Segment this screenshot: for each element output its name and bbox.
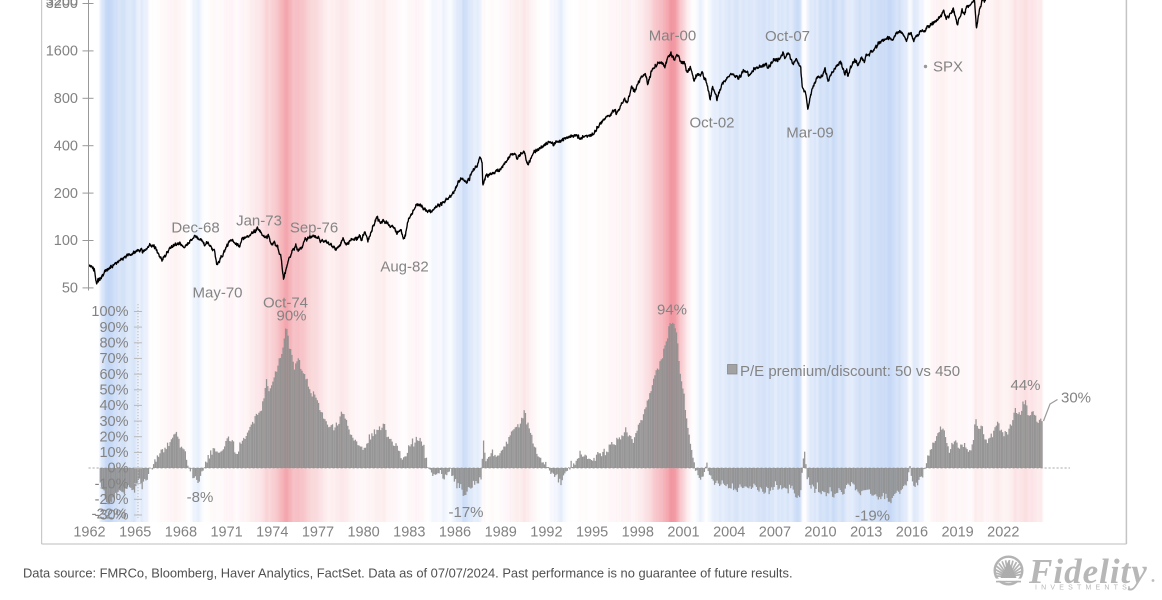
svg-text:May-70: May-70 — [192, 284, 242, 301]
svg-text:44%: 44% — [1010, 377, 1040, 394]
svg-text:Jan-73: Jan-73 — [236, 212, 282, 229]
svg-text:1992: 1992 — [530, 525, 562, 541]
svg-text:1965: 1965 — [119, 525, 151, 541]
svg-text:INVESTMENTS: INVESTMENTS — [1035, 585, 1131, 592]
svg-text:1983: 1983 — [393, 525, 425, 541]
svg-text:0%: 0% — [108, 461, 129, 477]
svg-text:400: 400 — [54, 138, 78, 154]
svg-text:Sep-76: Sep-76 — [290, 219, 338, 236]
svg-text:Mar-09: Mar-09 — [786, 124, 834, 141]
svg-text:800: 800 — [54, 91, 78, 107]
svg-text:1980: 1980 — [347, 525, 379, 541]
svg-text:50%: 50% — [99, 382, 128, 398]
svg-text:90%: 90% — [99, 320, 128, 336]
svg-text:Dec-68: Dec-68 — [171, 219, 219, 236]
svg-text:1600: 1600 — [46, 44, 78, 60]
svg-text:94%: 94% — [657, 301, 687, 318]
svg-text:2022: 2022 — [987, 525, 1019, 541]
svg-text:90%: 90% — [276, 307, 306, 324]
svg-text:-30%: -30% — [95, 508, 129, 524]
svg-text:-22%: -22% — [91, 505, 126, 522]
svg-text:80%: 80% — [99, 336, 128, 352]
svg-text:10%: 10% — [99, 445, 128, 461]
svg-text:Fidelity: Fidelity — [1028, 552, 1148, 591]
svg-text:200: 200 — [54, 186, 78, 202]
svg-text:Data source: FMRCo, Bloomberg,: Data source: FMRCo, Bloomberg, Haver Ana… — [23, 566, 793, 581]
svg-text:70%: 70% — [99, 351, 128, 367]
svg-text:1977: 1977 — [302, 525, 334, 541]
svg-text:1998: 1998 — [622, 525, 654, 541]
svg-text:Mar-00: Mar-00 — [649, 27, 697, 44]
svg-text:100: 100 — [54, 233, 78, 249]
svg-text:SPX: SPX — [933, 58, 963, 75]
svg-text:-10%: -10% — [95, 476, 129, 492]
svg-text:1986: 1986 — [439, 525, 471, 541]
svg-text:-20%: -20% — [95, 492, 129, 508]
svg-text:60%: 60% — [99, 367, 128, 383]
svg-text:P/E premium/discount: 50 vs 45: P/E premium/discount: 50 vs 450 — [740, 363, 960, 380]
svg-text:50: 50 — [62, 281, 78, 297]
svg-text:1968: 1968 — [165, 525, 197, 541]
svg-text:100%: 100% — [91, 304, 128, 320]
svg-text:30%: 30% — [1061, 389, 1091, 406]
svg-text:30%: 30% — [99, 414, 128, 430]
svg-text:Oct-74: Oct-74 — [263, 294, 308, 311]
svg-text:2001: 2001 — [667, 525, 699, 541]
svg-text:40%: 40% — [99, 398, 128, 414]
svg-text:Oct-07: Oct-07 — [765, 28, 810, 45]
svg-text:2013: 2013 — [850, 525, 882, 541]
svg-text:20%: 20% — [99, 429, 128, 445]
svg-text:2010: 2010 — [804, 525, 836, 541]
svg-text:-8%: -8% — [187, 489, 214, 506]
svg-text:1971: 1971 — [210, 525, 242, 541]
svg-text:3200: 3200 — [46, 0, 78, 10]
svg-text:-19%: -19% — [855, 507, 890, 524]
svg-text:1995: 1995 — [576, 525, 608, 541]
svg-text:3200: 3200 — [46, 0, 78, 12]
svg-text:2007: 2007 — [759, 525, 791, 541]
svg-text:Oct-02: Oct-02 — [689, 114, 734, 131]
svg-text:2019: 2019 — [941, 525, 973, 541]
svg-text:2004: 2004 — [713, 525, 745, 541]
svg-text:1962: 1962 — [73, 525, 105, 541]
svg-text:-17%: -17% — [448, 504, 483, 521]
svg-text:1974: 1974 — [256, 525, 288, 541]
svg-text:1989: 1989 — [485, 525, 517, 541]
svg-text:2016: 2016 — [896, 525, 928, 541]
svg-text:Aug-82: Aug-82 — [380, 258, 428, 275]
